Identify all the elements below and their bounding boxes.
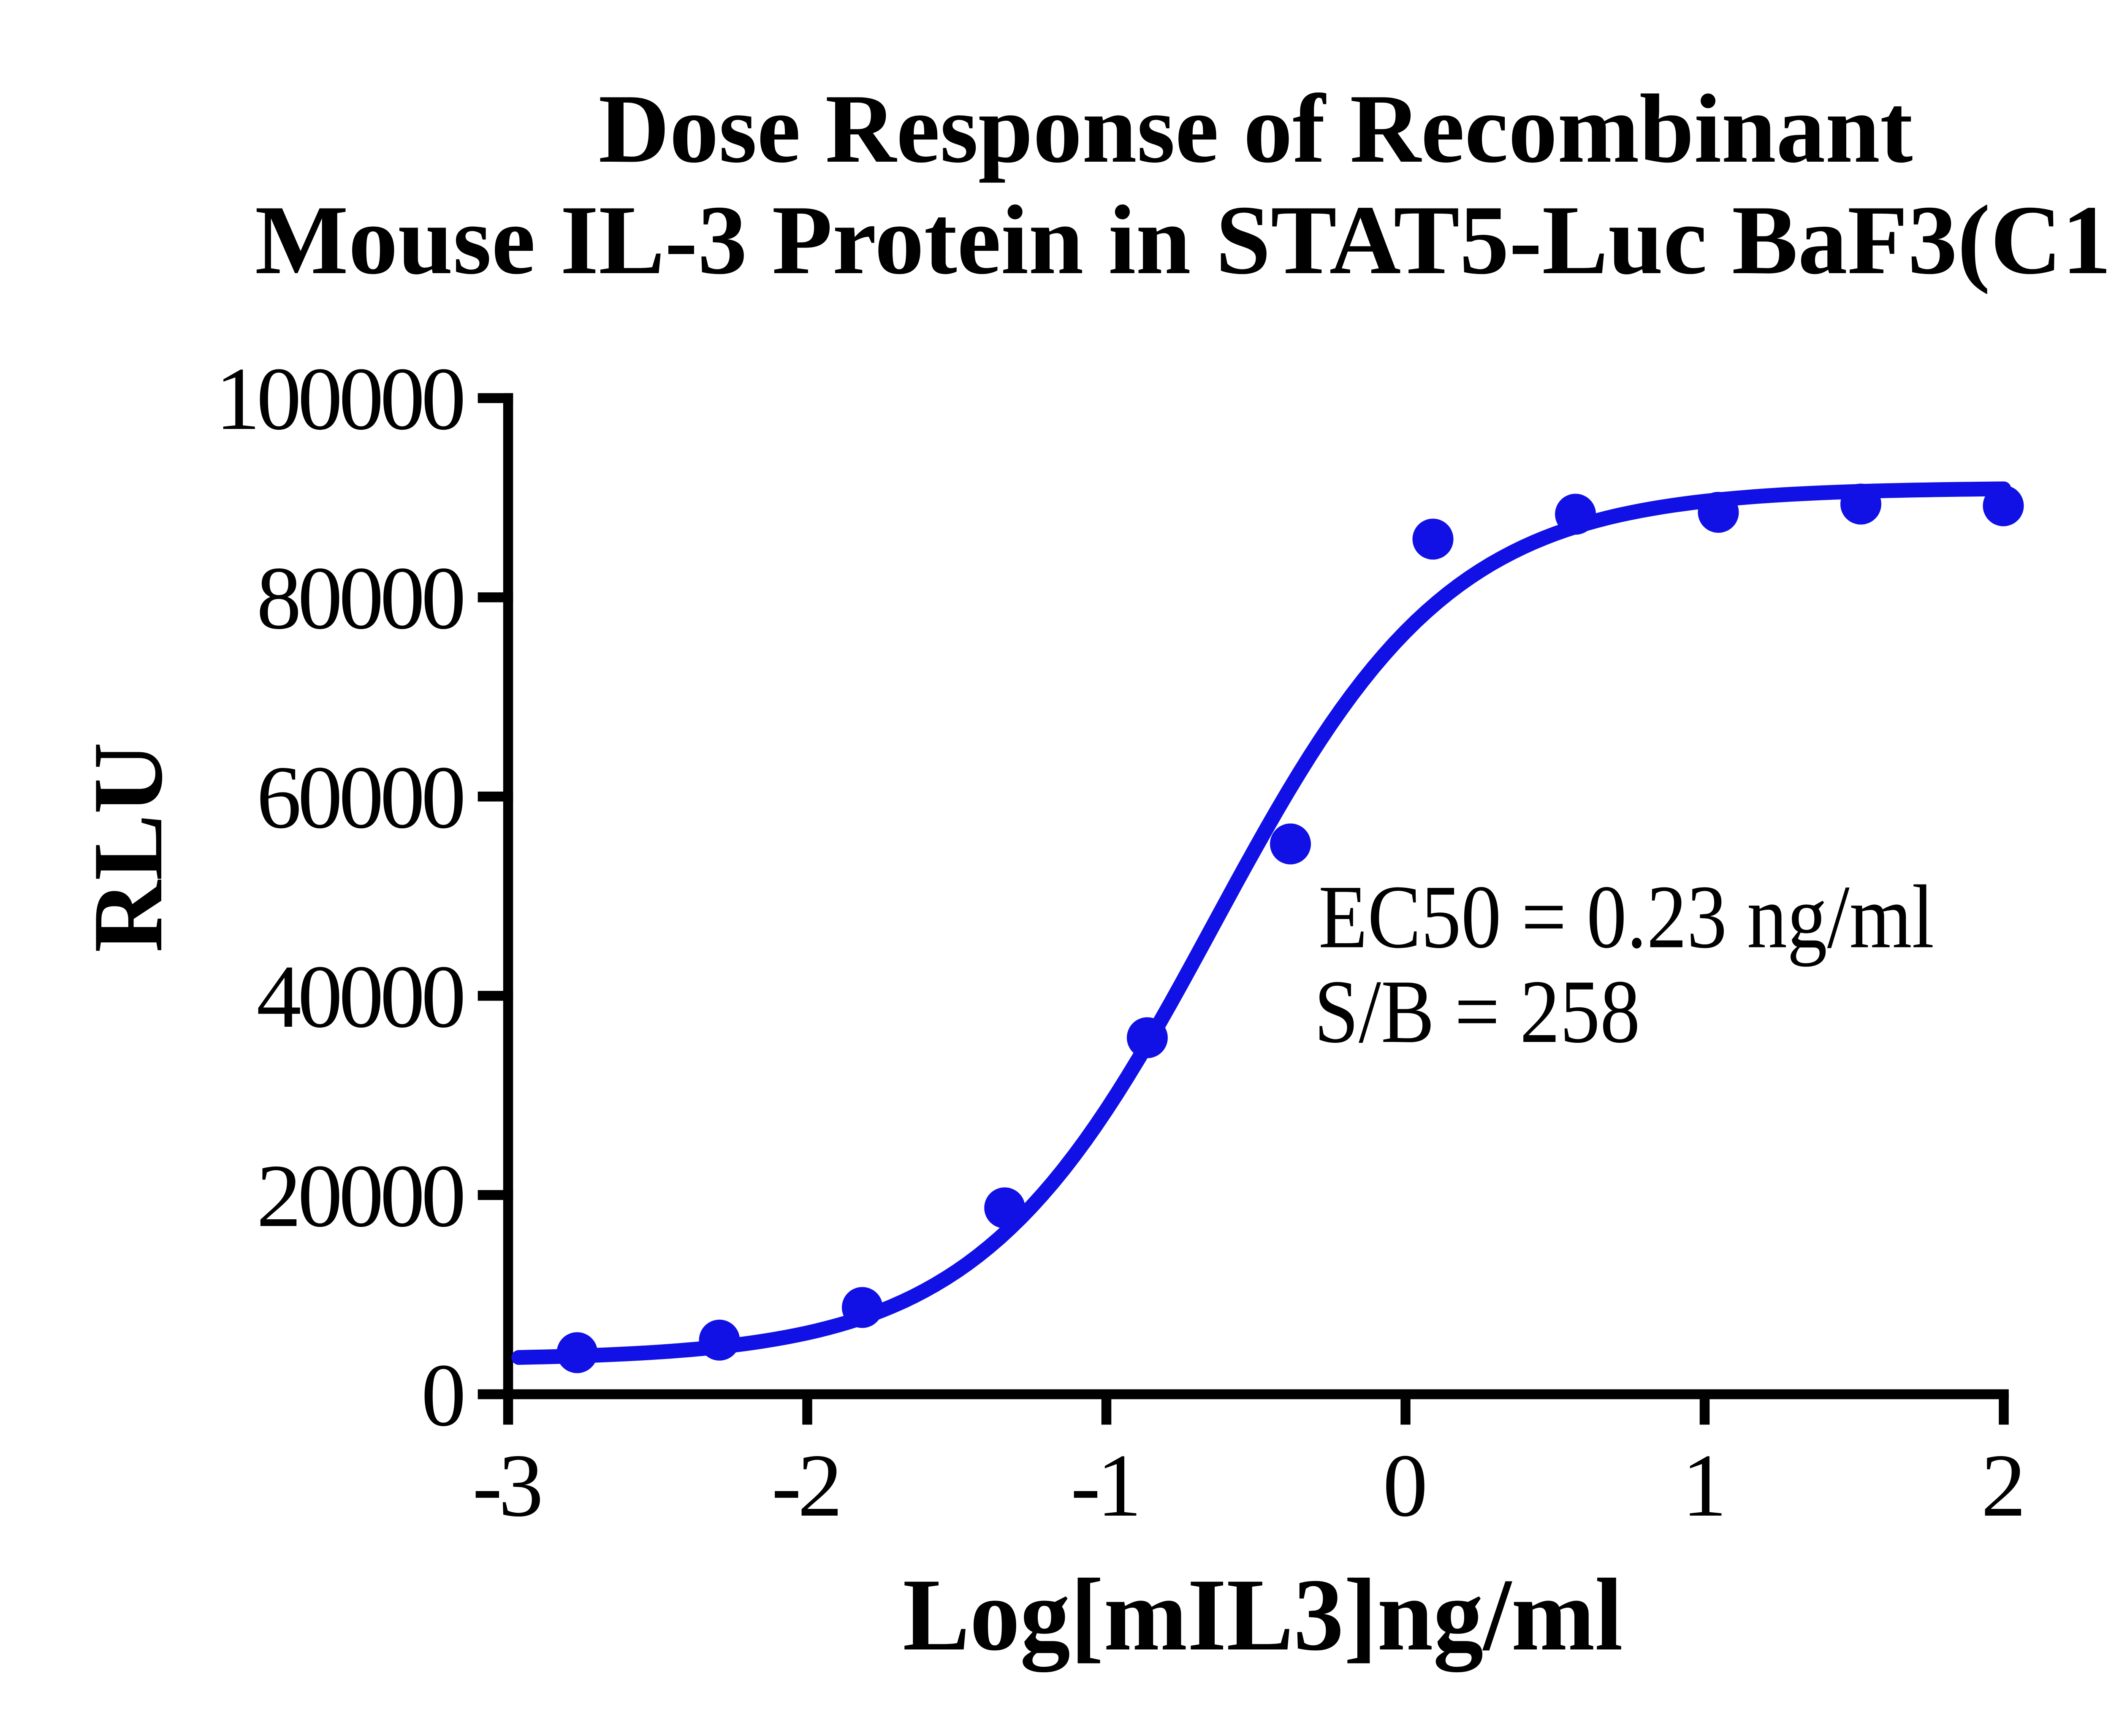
svg-text:-2: -2	[771, 1436, 838, 1535]
svg-text:60000: 60000	[257, 748, 463, 847]
svg-text:-1: -1	[1071, 1436, 1138, 1535]
svg-text:100000: 100000	[215, 349, 463, 449]
svg-text:Dose Response of Recombinant: Dose Response of Recombinant	[598, 74, 1913, 183]
svg-text:Log[mIL3]ng/ml: Log[mIL3]ng/ml	[903, 1558, 1623, 1672]
svg-text:0: 0	[421, 1345, 463, 1445]
svg-text:RLU: RLU	[73, 742, 183, 952]
svg-text:Mouse IL-3 Protein in STAT5-Lu: Mouse IL-3 Protein in STAT5-Luc BaF3(C18…	[255, 185, 2111, 295]
svg-text:EC50 = 0.23 ng/ml: EC50 = 0.23 ng/ml	[1319, 866, 1934, 967]
svg-text:0: 0	[1383, 1436, 1425, 1535]
svg-text:2: 2	[1981, 1436, 2022, 1535]
svg-text:S/B = 258: S/B = 258	[1314, 961, 1640, 1061]
svg-text:40000: 40000	[257, 947, 463, 1047]
svg-text:80000: 80000	[257, 548, 463, 648]
svg-text:-3: -3	[472, 1436, 540, 1535]
svg-text:20000: 20000	[257, 1146, 463, 1246]
svg-text:1: 1	[1682, 1436, 1723, 1535]
